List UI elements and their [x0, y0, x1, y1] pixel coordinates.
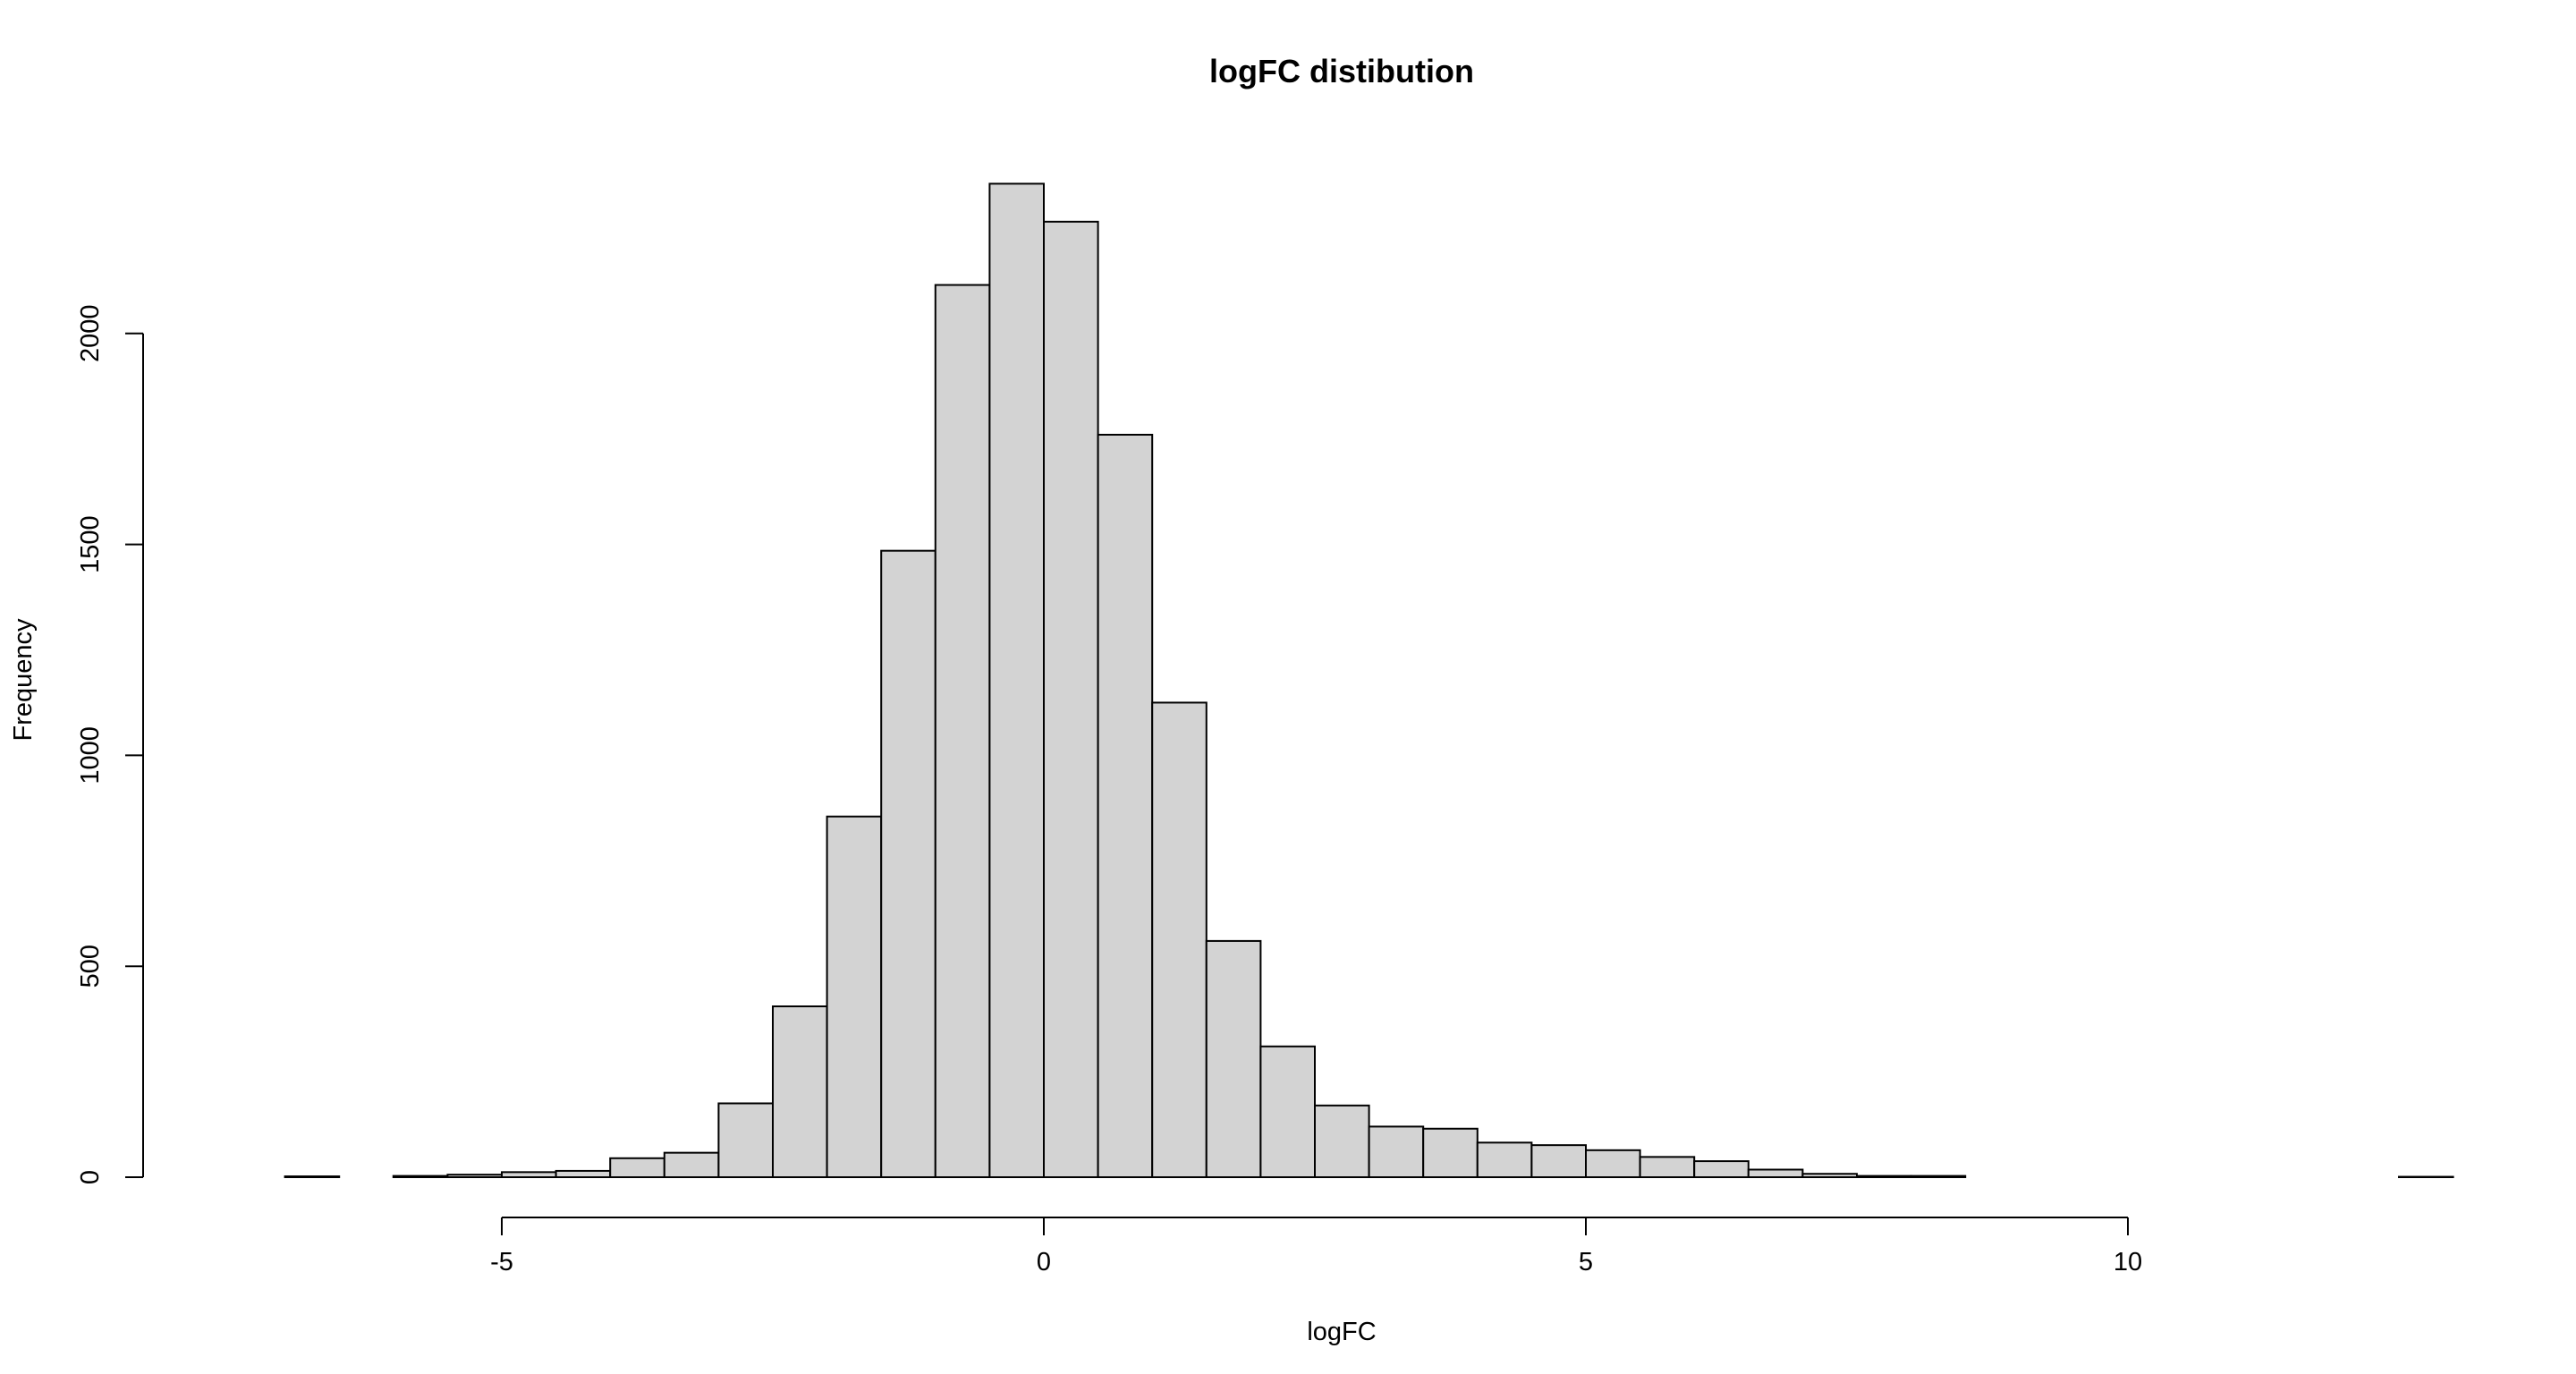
- histogram-bar: [1747, 1168, 1804, 1179]
- histogram-bar: [501, 1171, 557, 1179]
- x-tick-label: -5: [490, 1248, 513, 1276]
- histogram-bar: [1585, 1149, 1641, 1179]
- histogram-bar: [446, 1174, 503, 1179]
- bars-group: [284, 182, 2454, 1179]
- histogram-bar: [1693, 1160, 1750, 1179]
- histogram-bar: [717, 1102, 775, 1178]
- histogram-bar: [1314, 1104, 1370, 1178]
- histogram-bar: [284, 1175, 341, 1178]
- y-tick-label: 1500: [76, 515, 105, 573]
- y-tick-label: 1000: [76, 726, 105, 785]
- histogram-bar: [1856, 1175, 1912, 1179]
- y-axis: 0 500 1000 1500 2000: [76, 305, 144, 1184]
- histogram-bar: [1368, 1125, 1425, 1178]
- histogram-bar: [1910, 1175, 1967, 1179]
- histogram-bar: [1530, 1144, 1588, 1179]
- histogram-bar: [1259, 1045, 1317, 1178]
- histogram-bar: [663, 1151, 720, 1179]
- x-axis-label: logFC: [1307, 1318, 1376, 1346]
- histogram-bar: [988, 182, 1046, 1179]
- histogram-bar: [1205, 939, 1262, 1179]
- histogram-bar: [1801, 1173, 1859, 1178]
- histogram-bar: [1476, 1141, 1533, 1179]
- x-axis: -5 0 5 10: [490, 1217, 2142, 1276]
- histogram-bar: [826, 815, 883, 1178]
- x-tick-label: 0: [1037, 1248, 1051, 1276]
- histogram-bar: [1639, 1156, 1696, 1178]
- histogram-bar: [609, 1157, 665, 1178]
- histogram-bar: [934, 284, 991, 1179]
- x-tick-label: 10: [2114, 1248, 2142, 1276]
- histogram-bar: [1043, 220, 1099, 1178]
- y-axis-label: Frequency: [9, 618, 38, 742]
- histogram-bar: [1151, 701, 1208, 1178]
- histogram-bar: [880, 549, 936, 1178]
- chart-title: logFC distibution: [1209, 53, 1474, 89]
- y-tick-label: 2000: [76, 305, 105, 363]
- histogram-bar: [392, 1175, 449, 1179]
- x-tick-label: 5: [1579, 1248, 1593, 1276]
- y-tick-label: 500: [76, 945, 105, 988]
- y-tick-label: 0: [76, 1170, 105, 1184]
- histogram-bar: [1097, 433, 1154, 1178]
- histogram-bar: [555, 1169, 612, 1179]
- histogram-bar: [1422, 1127, 1479, 1178]
- histogram-bar: [772, 1005, 828, 1178]
